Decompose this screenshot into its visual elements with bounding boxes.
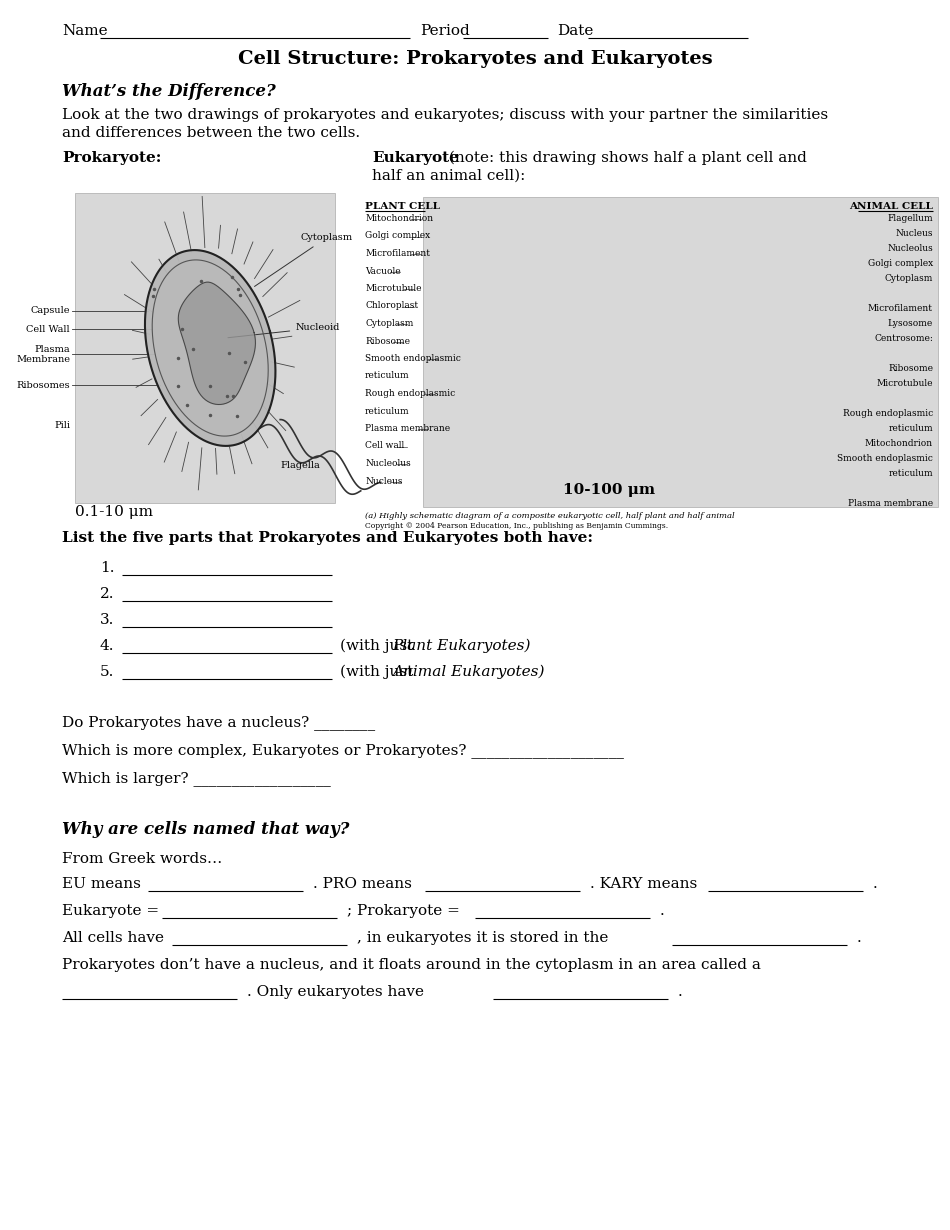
Text: EU means: EU means (62, 877, 145, 891)
Text: 1.: 1. (100, 561, 115, 574)
Text: Flagellum: Flagellum (887, 214, 933, 223)
Text: Which is more complex, Eukaryotes or Prokaryotes? ____________________: Which is more complex, Eukaryotes or Pro… (62, 743, 624, 758)
Text: (with just: (with just (340, 664, 418, 679)
Text: Vacuole: Vacuole (365, 267, 401, 276)
Text: Cell Wall: Cell Wall (27, 325, 70, 333)
Text: Centrosome:: Centrosome: (874, 335, 933, 343)
Text: Nucleoid: Nucleoid (228, 323, 339, 338)
Text: ; Prokaryote =: ; Prokaryote = (347, 904, 465, 918)
Text: Cell wall: Cell wall (365, 442, 405, 450)
Text: Why are cells named that way?: Why are cells named that way? (62, 820, 350, 838)
Text: Cell Structure: Prokaryotes and Eukaryotes: Cell Structure: Prokaryotes and Eukaryot… (238, 50, 712, 68)
Text: reticulum: reticulum (365, 406, 409, 416)
Text: Do Prokaryotes have a nucleus? ________: Do Prokaryotes have a nucleus? ________ (62, 715, 375, 729)
Text: .: . (873, 877, 878, 891)
Text: Mitochondrion: Mitochondrion (864, 439, 933, 448)
Text: 10-100 μm: 10-100 μm (563, 483, 656, 497)
Text: Date: Date (557, 25, 594, 38)
Text: 4.: 4. (100, 640, 115, 653)
Text: List the five parts that Prokaryotes and Eukaryotes both have:: List the five parts that Prokaryotes and… (62, 531, 593, 545)
Text: 0.1-10 μm: 0.1-10 μm (75, 506, 153, 519)
Text: Ribosomes: Ribosomes (16, 381, 70, 390)
Text: Plasma
Membrane: Plasma Membrane (16, 344, 70, 364)
Text: Golgi complex: Golgi complex (365, 231, 430, 241)
Bar (423, 197, 938, 507)
Text: Nucleolus: Nucleolus (887, 244, 933, 253)
Text: Look at the two drawings of prokaryotes and eukaryotes; discuss with your partne: Look at the two drawings of prokaryotes … (62, 108, 828, 122)
Text: reticulum: reticulum (365, 371, 409, 380)
Text: Rough endoplasmic: Rough endoplasmic (365, 389, 455, 399)
Text: 2.: 2. (100, 587, 115, 601)
Text: .: . (678, 985, 683, 999)
Text: Plasma membrane: Plasma membrane (365, 424, 450, 433)
Text: reticulum: reticulum (888, 469, 933, 478)
Text: 5.: 5. (100, 665, 114, 679)
Text: Nucleus: Nucleus (896, 229, 933, 237)
Text: .: . (857, 931, 862, 945)
Text: . PRO means: . PRO means (313, 877, 417, 891)
Text: 3.: 3. (100, 613, 114, 627)
Text: Eukaryote: Eukaryote (372, 151, 459, 165)
Text: What’s the Difference?: What’s the Difference? (62, 82, 276, 100)
Text: half an animal cell):: half an animal cell): (372, 169, 525, 183)
Text: All cells have: All cells have (62, 931, 169, 945)
Text: ANIMAL CELL: ANIMAL CELL (849, 202, 933, 212)
Text: Cytoplasm: Cytoplasm (255, 234, 352, 287)
Text: Pili: Pili (54, 421, 70, 430)
Text: Microtubule: Microtubule (877, 379, 933, 387)
Polygon shape (179, 282, 256, 405)
Bar (75, 193, 335, 503)
Text: Name: Name (62, 25, 107, 38)
Text: Golgi complex: Golgi complex (867, 260, 933, 268)
Text: PLANT CELL: PLANT CELL (365, 202, 440, 212)
Text: Cytoplasm: Cytoplasm (365, 319, 413, 328)
Text: Microfilament: Microfilament (868, 304, 933, 312)
Text: (a) Highly schematic diagram of a composite eukaryotic cell, half plant and half: (a) Highly schematic diagram of a compos… (365, 512, 734, 520)
Text: , in eukaryotes it is stored in the: , in eukaryotes it is stored in the (357, 931, 614, 945)
Text: Smooth endoplasmic: Smooth endoplasmic (365, 354, 461, 363)
Text: . KARY means: . KARY means (590, 877, 702, 891)
Text: Smooth endoplasmic: Smooth endoplasmic (837, 454, 933, 462)
Text: Prokaryotes don’t have a nucleus, and it floats around in the cytoplasm in an ar: Prokaryotes don’t have a nucleus, and it… (62, 958, 761, 972)
Text: Animal Eukaryotes): Animal Eukaryotes) (392, 664, 544, 679)
Text: Lysosome: Lysosome (887, 319, 933, 328)
Text: Eukaryote =: Eukaryote = (62, 904, 164, 918)
Text: Cytoplasm: Cytoplasm (884, 274, 933, 283)
Text: From Greek words…: From Greek words… (62, 852, 222, 866)
Text: Ribosome: Ribosome (888, 364, 933, 373)
Text: Plasma membrane: Plasma membrane (847, 499, 933, 508)
Text: (note: this drawing shows half a plant cell and: (note: this drawing shows half a plant c… (444, 150, 807, 165)
Text: Microtubule: Microtubule (365, 284, 422, 293)
Text: Ribosome: Ribosome (365, 337, 410, 346)
Text: Period: Period (420, 25, 469, 38)
Text: Copyright © 2004 Pearson Education, Inc., publishing as Benjamin Cummings.: Copyright © 2004 Pearson Education, Inc.… (365, 522, 668, 530)
Text: Microfilament: Microfilament (365, 248, 430, 258)
Text: Plant Eukaryotes): Plant Eukaryotes) (392, 638, 530, 653)
Text: reticulum: reticulum (888, 424, 933, 433)
Text: Rough endoplasmic: Rough endoplasmic (843, 410, 933, 418)
Text: Mitochondrion: Mitochondrion (365, 214, 433, 223)
Text: and differences between the two cells.: and differences between the two cells. (62, 125, 360, 140)
Text: . Only eukaryotes have: . Only eukaryotes have (247, 985, 428, 999)
Text: Prokaryote:: Prokaryote: (62, 151, 162, 165)
Text: Which is larger? __________________: Which is larger? __________________ (62, 771, 331, 786)
Text: Chloroplast: Chloroplast (365, 301, 418, 310)
Text: Nucleus: Nucleus (365, 476, 403, 486)
Text: .: . (660, 904, 665, 918)
Text: Nucleolus: Nucleolus (365, 459, 410, 467)
Text: (with just: (with just (340, 638, 418, 653)
Text: Flagella: Flagella (280, 461, 320, 470)
Text: Capsule: Capsule (30, 306, 70, 315)
Polygon shape (145, 250, 276, 446)
